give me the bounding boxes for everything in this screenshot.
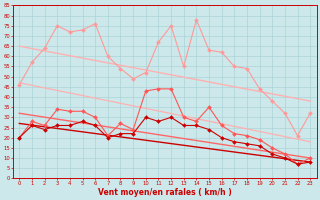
X-axis label: Vent moyen/en rafales ( km/h ): Vent moyen/en rafales ( km/h ) — [98, 188, 232, 197]
